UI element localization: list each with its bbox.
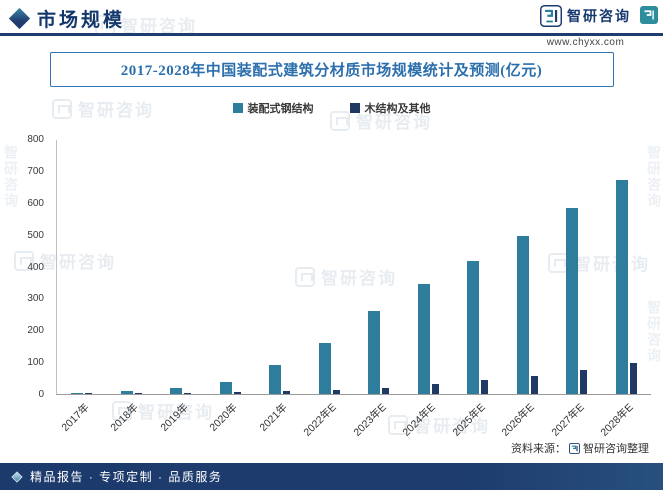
y-tick-label: 600: [27, 197, 44, 209]
y-tick-label: 300: [27, 293, 44, 305]
legend-swatch-icon: [349, 103, 360, 113]
bar-group: 2025年E: [450, 140, 503, 439]
bar-series-2: [134, 392, 142, 394]
bar-group: 2027年E: [549, 140, 602, 439]
bar-pair: [566, 207, 588, 394]
bar-series-1: [269, 365, 282, 394]
legend-swatch-icon: [232, 103, 243, 113]
legend-item: 木结构及其他: [349, 100, 431, 116]
legend-label: 木结构及其他: [364, 103, 431, 115]
chart-legend: 装配式钢结构 木结构及其他: [0, 100, 663, 116]
bar-group: 2019年: [156, 140, 206, 434]
bar-group: 2022年E: [302, 140, 355, 439]
bar-series-2: [382, 387, 390, 394]
bar-series-1: [170, 388, 183, 394]
source-note: 资料来源： 智研咨询整理: [511, 440, 649, 456]
footer-bar: 精品报告 · 专项定制 · 品质服务: [0, 463, 663, 490]
x-tick-label: 2026年E: [499, 401, 538, 439]
bar-pair: [120, 391, 142, 394]
bar-series-1: [318, 342, 331, 394]
bar-series-1: [219, 381, 232, 394]
bar-chart: 0 100 200 300 400 500 600 700 800 2017年 2018年 2019…: [12, 134, 655, 452]
bar-pair: [467, 261, 489, 394]
bar-pair: [318, 342, 340, 394]
bar-pair: [417, 284, 439, 394]
x-tick-label: 2017年: [59, 401, 92, 434]
bar-series-1: [467, 261, 480, 394]
bar-pair: [170, 388, 192, 394]
brand-logo-icon: [540, 5, 562, 27]
bar-series-2: [530, 376, 538, 394]
y-axis: 0 100 200 300 400 500 600 700 800: [12, 134, 52, 400]
bar-pair: [516, 235, 538, 394]
legend-label: 装配式钢结构: [247, 103, 314, 115]
footer-text: 精品报告 · 专项定制 · 品质服务: [30, 470, 223, 484]
footer-diamond-icon: [11, 470, 23, 483]
bar-series-1: [516, 235, 529, 394]
bar-series-1: [417, 284, 430, 394]
bar-pair: [71, 392, 93, 394]
bar-series-2: [283, 391, 291, 394]
bar-group: 2026年E: [500, 140, 553, 439]
bar-group: 2017年: [57, 140, 107, 434]
chart-title-box: 2017-2028年中国装配式建筑分材质市场规模统计及预测(亿元): [49, 52, 614, 87]
y-tick-label: 400: [27, 261, 44, 273]
x-tick-label: 2022年E: [301, 401, 340, 439]
y-tick-label: 800: [27, 134, 44, 145]
bar-series-1: [615, 180, 628, 394]
brand-name: 智研咨询: [567, 8, 631, 24]
y-tick-label: 100: [27, 357, 44, 369]
y-tick-label: 200: [27, 325, 44, 337]
bar-group: 2023年E: [351, 140, 404, 439]
bar-series-2: [85, 392, 93, 394]
brand-block: 智研咨询 www.chyxx.com: [540, 5, 631, 48]
bar-pair: [615, 180, 637, 394]
brand-row: 智研咨询: [540, 5, 631, 30]
header: 市场规模: [0, 0, 663, 36]
bar-series-2: [580, 370, 588, 394]
header-left: 市场规模: [8, 5, 126, 32]
plot-area: 2017年 2018年 2019年 2020年 2021年 2022年E 2023年E 202…: [56, 140, 652, 439]
y-tick-label: 500: [27, 229, 44, 241]
bar-series-2: [233, 392, 241, 394]
y-tick-label: 0: [38, 389, 44, 400]
x-tick-label: 2027年E: [549, 401, 587, 439]
brand-website: www.chyxx.com: [546, 37, 625, 48]
x-tick-label: 2021年: [257, 401, 290, 434]
bar-group: 2018年: [107, 140, 157, 434]
bar-pair: [219, 381, 241, 394]
bar-series-2: [431, 384, 439, 394]
x-tick-label: 2025年E: [450, 401, 488, 439]
chart-title: 2017-2028年中国装配式建筑分材质市场规模统计及预测(亿元): [120, 63, 543, 79]
diamond-icon: [8, 7, 31, 30]
page-title: 市场规模: [37, 10, 126, 31]
y-tick-label: 700: [27, 165, 44, 177]
bar-series-2: [481, 380, 489, 394]
bar-series-2: [629, 363, 637, 394]
corner-logo-icon: [640, 6, 658, 24]
x-tick-label: 2018年: [108, 401, 142, 434]
bar-series-1: [71, 392, 84, 394]
bar-series-2: [332, 389, 340, 394]
legend-item: 装配式钢结构: [232, 100, 314, 116]
x-tick-label: 2023年E: [351, 401, 389, 439]
bar-series-2: [184, 392, 192, 394]
bar-series-1: [120, 391, 133, 394]
source-prefix: 资料来源：: [511, 443, 566, 455]
bar-series-1: [368, 310, 381, 394]
x-tick-label: 2024年E: [400, 401, 439, 439]
bar-pair: [368, 310, 390, 394]
bar-group: 2024年E: [401, 140, 454, 439]
x-tick-label: 2020年: [207, 401, 241, 434]
bar-pair: [269, 365, 291, 394]
bar-group: 2020年: [206, 140, 256, 434]
bar-group: 2021年: [255, 140, 305, 434]
source-name: 智研咨询整理: [583, 443, 649, 455]
x-tick-label: 2019年: [158, 401, 191, 434]
x-tick-label: 2028年E: [598, 401, 637, 439]
bar-group: 2028年E: [599, 140, 652, 439]
source-logo-icon: [569, 442, 580, 454]
bar-series-1: [566, 207, 579, 394]
